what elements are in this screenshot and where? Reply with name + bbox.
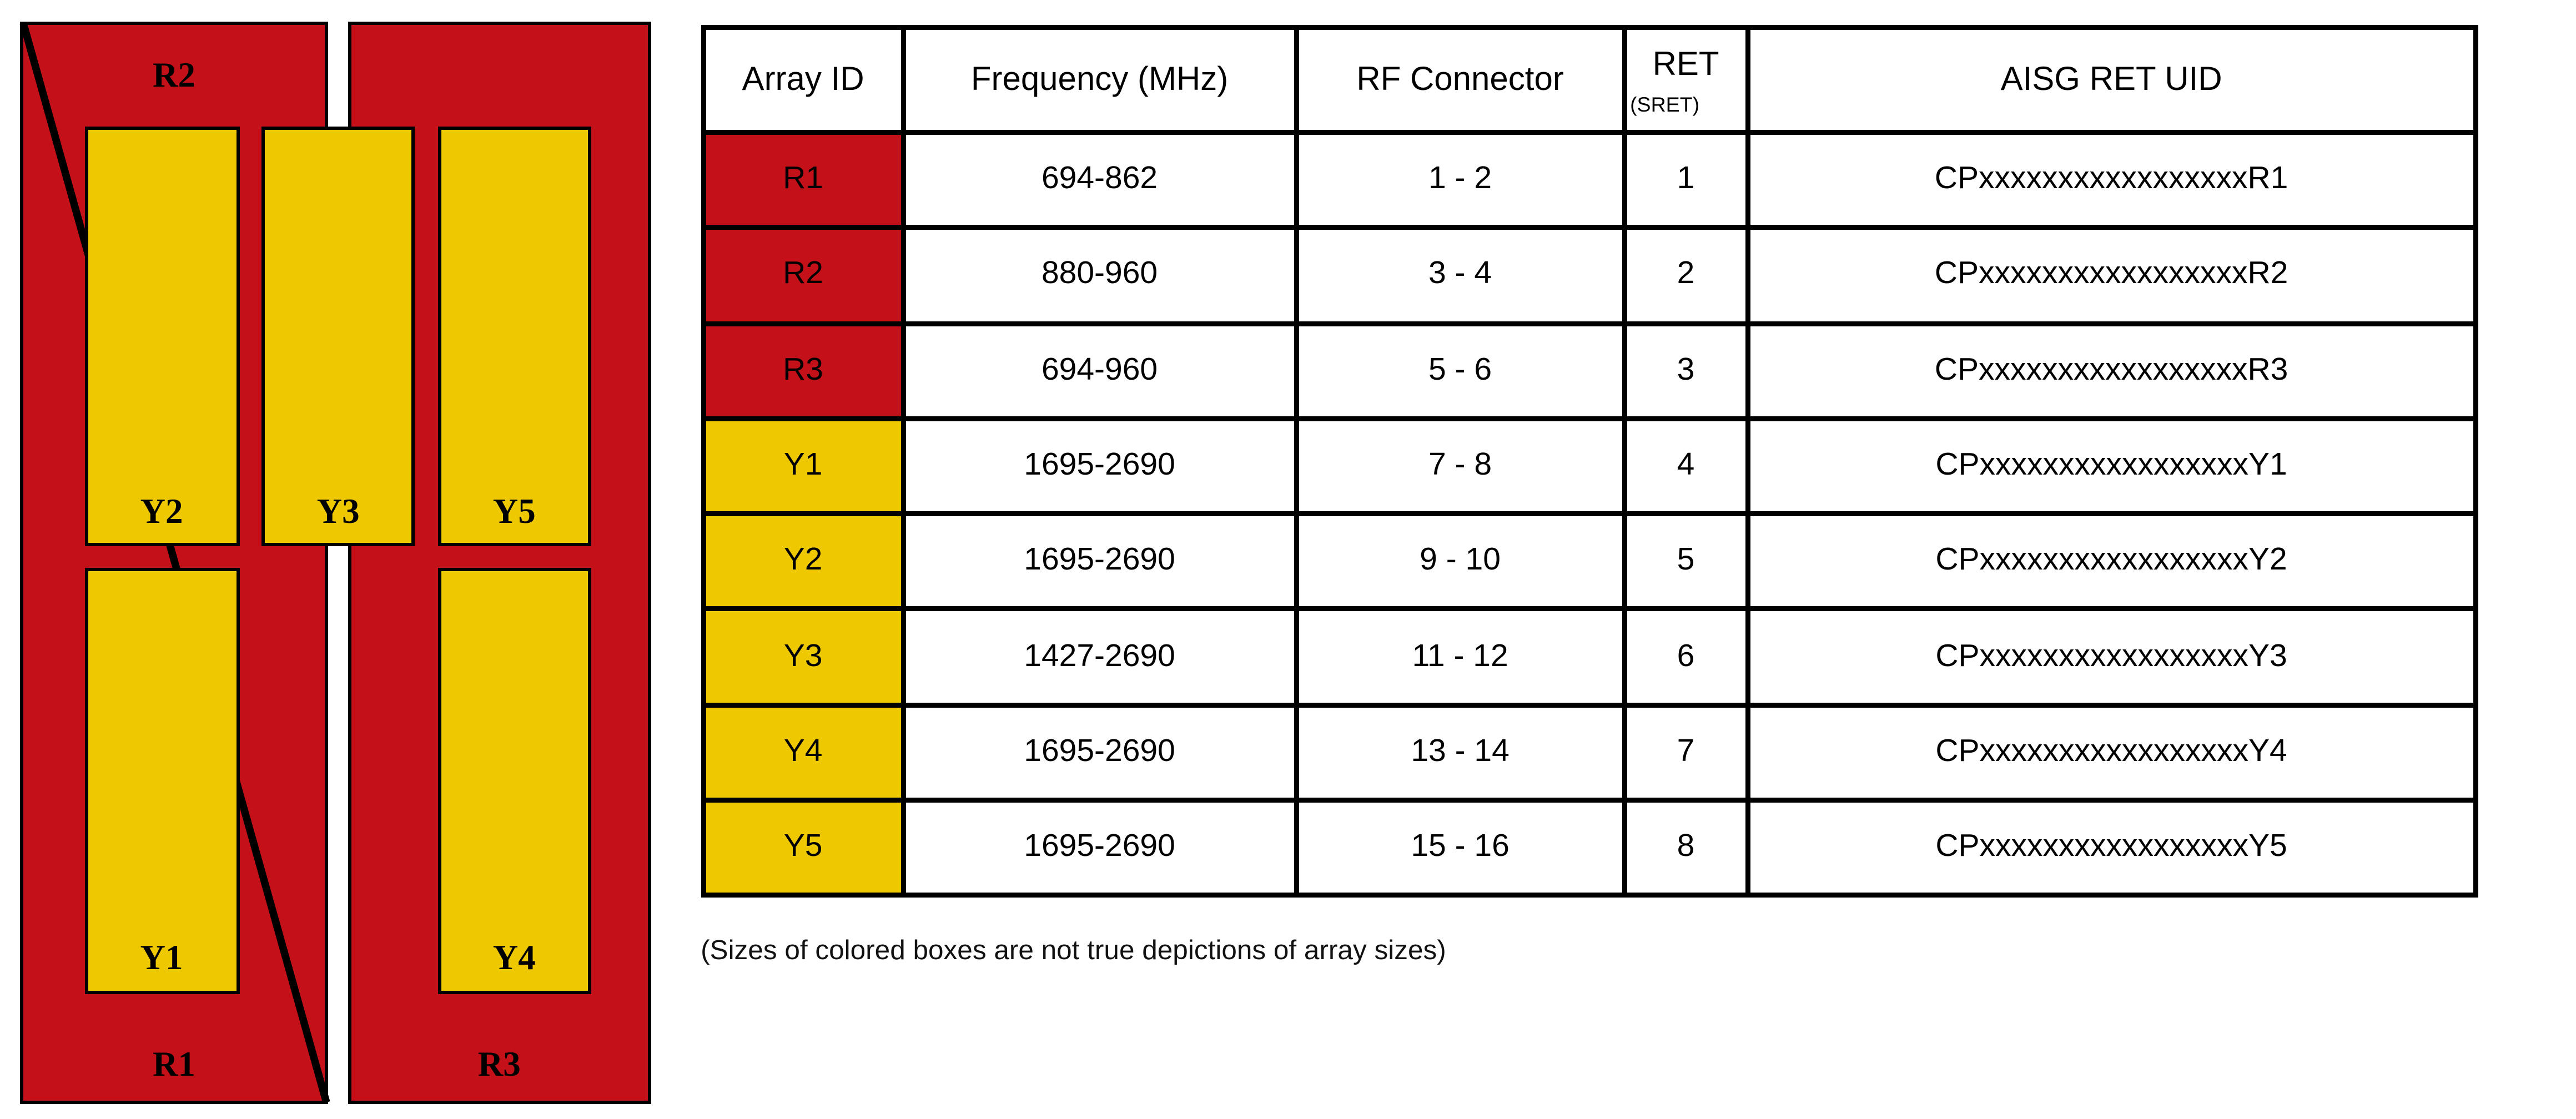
header-frequency: Frequency (MHz) (900, 25, 1299, 135)
cell-frequency: 694-960 (900, 320, 1299, 421)
size-disclaimer-caption: (Sizes of colored boxes are not true dep… (701, 936, 1446, 966)
cell-ret: 8 (1622, 798, 1750, 899)
cell-ret: 3 (1622, 320, 1750, 421)
cell-aisg-ret-uid: CPxxxxxxxxxxxxxxxxxR3 (1745, 320, 2478, 421)
cell-aisg-ret-uid: CPxxxxxxxxxxxxxxxxxY3 (1745, 607, 2478, 708)
array-label-y4: Y4 (492, 937, 536, 977)
cell-array-id: Y4 (701, 702, 906, 803)
array-label-r1: R1 (152, 1044, 195, 1084)
header-ret-sub: (SRET) (1630, 92, 1700, 116)
cell-frequency: 694-862 (900, 129, 1299, 230)
cell-array-id: Y1 (701, 416, 906, 517)
header-aisg-ret-uid: AISG RET UID (1745, 25, 2478, 135)
cell-aisg-ret-uid: CPxxxxxxxxxxxxxxxxxR2 (1745, 225, 2478, 326)
antenna-array-diagram: R2 R1 R3 Y2 Y3 Y5 Y1 Y4 (0, 0, 675, 1119)
cell-rf-connector: 7 - 8 (1294, 416, 1627, 517)
cell-rf-connector: 5 - 6 (1294, 320, 1627, 421)
cell-frequency: 1695-2690 (900, 511, 1299, 612)
table-row: R2 880-960 3 - 4 2 CPxxxxxxxxxxxxxxxxxR2 (701, 225, 2478, 326)
table-row: Y3 1427-2690 11 - 12 6 CPxxxxxxxxxxxxxxx… (701, 607, 2478, 708)
array-label-y2: Y2 (140, 491, 183, 531)
cell-array-id: R3 (701, 320, 906, 421)
yellow-array-box-y1 (84, 568, 239, 994)
cell-array-id: R1 (701, 129, 906, 230)
table-row: Y5 1695-2690 15 - 16 8 CPxxxxxxxxxxxxxxx… (701, 798, 2478, 899)
cell-aisg-ret-uid: CPxxxxxxxxxxxxxxxxxR1 (1745, 129, 2478, 230)
array-label-r2: R2 (152, 55, 195, 95)
cell-rf-connector: 1 - 2 (1294, 129, 1627, 230)
cell-frequency: 1695-2690 (900, 798, 1299, 899)
array-label-y5: Y5 (492, 491, 536, 531)
cell-aisg-ret-uid: CPxxxxxxxxxxxxxxxxxY4 (1745, 702, 2478, 803)
array-label-y1: Y1 (140, 937, 183, 977)
diagonal-slash-line (19, 22, 330, 1103)
cell-rf-connector: 13 - 14 (1294, 702, 1627, 803)
cell-frequency: 1695-2690 (900, 416, 1299, 517)
cell-array-id: R2 (701, 225, 906, 326)
table-row: Y4 1695-2690 13 - 14 7 CPxxxxxxxxxxxxxxx… (701, 702, 2478, 803)
table-row: Y1 1695-2690 7 - 8 4 CPxxxxxxxxxxxxxxxxx… (701, 416, 2478, 517)
cell-rf-connector: 9 - 10 (1294, 511, 1627, 612)
yellow-array-box-y3 (261, 127, 415, 546)
header-rf-connector: RF Connector (1294, 25, 1627, 135)
cell-ret: 5 (1622, 511, 1750, 612)
cell-array-id: Y3 (701, 607, 906, 708)
cell-ret: 2 (1622, 225, 1750, 326)
table-row: Y2 1695-2690 9 - 10 5 CPxxxxxxxxxxxxxxxx… (701, 511, 2478, 612)
yellow-array-box-y2 (84, 127, 239, 546)
cell-frequency: 1695-2690 (900, 702, 1299, 803)
table-row: R3 694-960 5 - 6 3 CPxxxxxxxxxxxxxxxxxR3 (701, 320, 2478, 421)
cell-rf-connector: 15 - 16 (1294, 798, 1627, 899)
cell-ret: 4 (1622, 416, 1750, 517)
table-header-row: Array ID Frequency (MHz) RF Connector RE… (701, 25, 2478, 135)
yellow-array-box-y5 (438, 127, 591, 546)
cell-frequency: 1427-2690 (900, 607, 1299, 708)
cell-rf-connector: 11 - 12 (1294, 607, 1627, 708)
cell-ret: 7 (1622, 702, 1750, 803)
cell-array-id: Y5 (701, 798, 906, 899)
header-array-id: Array ID (701, 25, 906, 135)
array-spec-table: Array ID Frequency (MHz) RF Connector RE… (701, 25, 2478, 899)
cell-aisg-ret-uid: CPxxxxxxxxxxxxxxxxxY2 (1745, 511, 2478, 612)
cell-frequency: 880-960 (900, 225, 1299, 326)
cell-ret: 1 (1622, 129, 1750, 230)
cell-array-id: Y2 (701, 511, 906, 612)
array-label-y3: Y3 (316, 491, 360, 531)
header-ret: RET (SRET) (1622, 25, 1750, 135)
cell-aisg-ret-uid: CPxxxxxxxxxxxxxxxxxY1 (1745, 416, 2478, 517)
yellow-array-box-y4 (438, 568, 591, 994)
cell-rf-connector: 3 - 4 (1294, 225, 1627, 326)
header-ret-main: RET (1652, 46, 1719, 83)
table-row: R1 694-862 1 - 2 1 CPxxxxxxxxxxxxxxxxxR1 (701, 129, 2478, 230)
cell-ret: 6 (1622, 607, 1750, 708)
array-label-r3: R3 (477, 1044, 521, 1084)
cell-aisg-ret-uid: CPxxxxxxxxxxxxxxxxxY5 (1745, 798, 2478, 899)
